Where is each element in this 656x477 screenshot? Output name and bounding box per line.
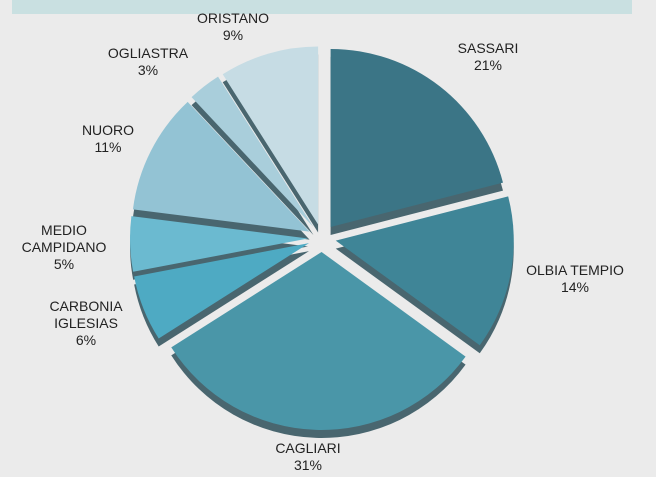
category-name: MEDIO CAMPIDANO (21, 222, 107, 255)
percent-label: 14% (560, 279, 590, 295)
percent-label: 9% (222, 27, 244, 43)
slice-label: CARBONIA IGLESIAS 6% (41, 298, 131, 349)
slice-label: SASSARI 21% (448, 40, 528, 74)
percent-label: 5% (53, 256, 75, 272)
slice (134, 243, 309, 339)
slice (335, 196, 514, 346)
slice-label: MEDIO CAMPIDANO 5% (9, 222, 119, 273)
slice-label: CAGLIARI 31% (263, 440, 353, 474)
slice (222, 46, 319, 225)
category-name: CAGLIARI (275, 440, 341, 456)
category-name: NUORO (81, 122, 135, 138)
slice (191, 76, 314, 227)
percent-label: 31% (293, 457, 323, 473)
category-name: OGLIASTRA (107, 45, 189, 61)
percent-label: 21% (473, 57, 503, 73)
slice-label: OLBIA TEMPIO 14% (520, 262, 630, 296)
slice-label: ORISTANO 9% (188, 10, 278, 44)
slice-label: OGLIASTRA 3% (103, 45, 193, 79)
slice-label: NUORO 11% (68, 122, 148, 156)
category-name: CARBONIA IGLESIAS (49, 298, 123, 331)
percent-label: 3% (137, 62, 159, 78)
percent-label: 11% (94, 139, 122, 155)
percent-label: 6% (75, 332, 97, 348)
slice (130, 216, 309, 272)
slice (171, 251, 466, 430)
category-name: OLBIA TEMPIO (526, 262, 624, 278)
category-name: SASSARI (457, 40, 519, 56)
header-bar (12, 0, 632, 14)
slice (132, 101, 310, 232)
slice (330, 48, 503, 227)
category-name: ORISTANO (196, 10, 270, 26)
